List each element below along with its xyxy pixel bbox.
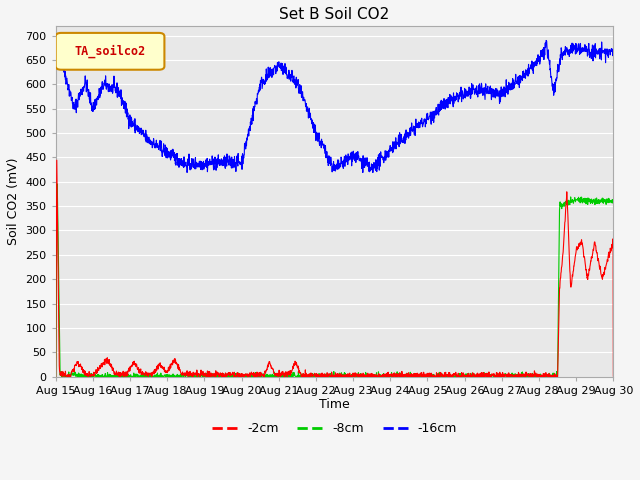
Title: Set B Soil CO2: Set B Soil CO2: [280, 7, 390, 22]
FancyBboxPatch shape: [56, 33, 164, 70]
Legend: -2cm, -8cm, -16cm: -2cm, -8cm, -16cm: [207, 418, 462, 441]
Y-axis label: Soil CO2 (mV): Soil CO2 (mV): [7, 157, 20, 245]
X-axis label: Time: Time: [319, 398, 350, 411]
Text: TA_soilco2: TA_soilco2: [75, 45, 146, 58]
